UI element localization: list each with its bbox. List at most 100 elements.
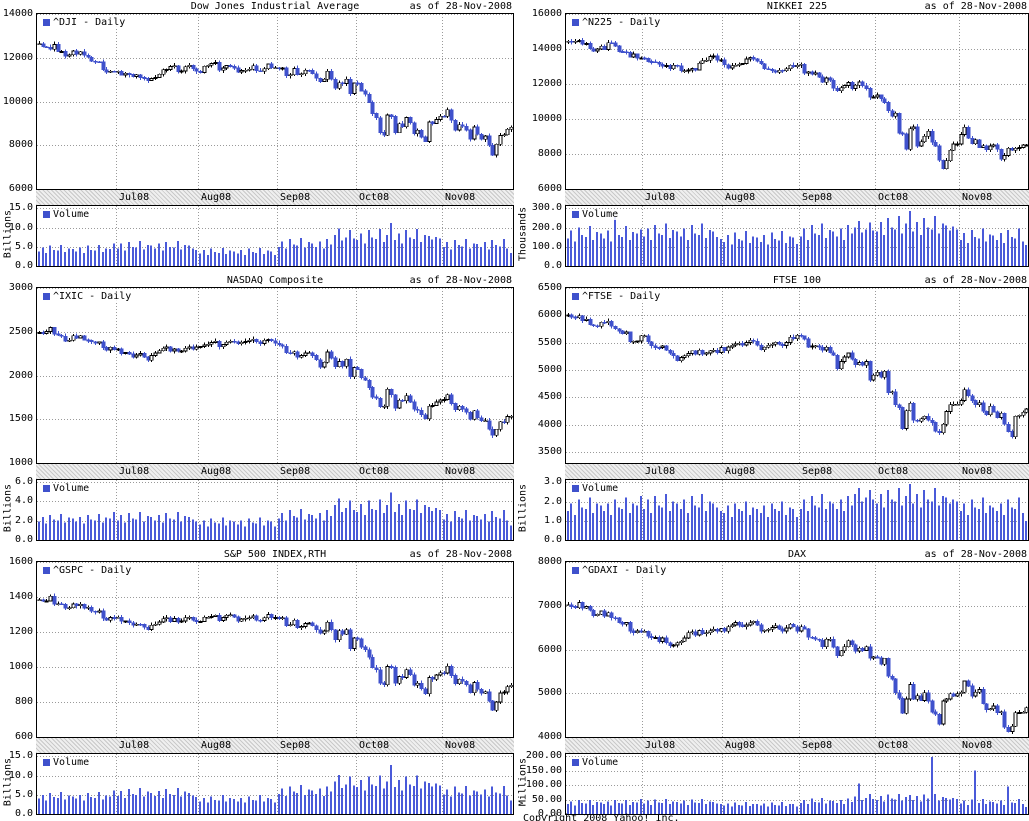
date-axis-strip <box>565 464 1029 479</box>
series-label: ^GSPC - Daily <box>53 565 132 576</box>
month-label: Jul08 <box>119 466 150 477</box>
volume-axis-tick-label: 6.0 <box>14 475 33 487</box>
chart-titlebar: Dow Jones Industrial Average as of 28-No… <box>0 0 514 13</box>
chart-panel-gspc: S&P 500 INDEX,RTH as of 28-Nov-2008 ^GSP… <box>0 548 514 821</box>
y-axis-tick-label: 6000 <box>537 309 562 321</box>
volume-axis-tick-label: 3.0 <box>543 476 562 488</box>
series-marker-icon <box>572 293 579 300</box>
volume-axis-tick-label: 4.0 <box>14 495 33 507</box>
volume-label: Volume <box>53 757 90 768</box>
as-of-date: as of 28-Nov-2008 <box>409 549 512 560</box>
volume-label: Volume <box>582 757 619 768</box>
series-marker-icon <box>43 293 50 300</box>
y-axis-tick-label: 12000 <box>531 78 562 89</box>
volume-bars <box>567 211 1027 266</box>
month-label: Aug08 <box>725 740 756 751</box>
volume-axis-tick-label: 0.00 <box>537 808 562 819</box>
month-label: Nov08 <box>962 466 993 477</box>
month-label: Sep08 <box>802 740 833 751</box>
price-plot: ^N225 - Daily <box>565 13 1029 190</box>
date-axis-strip <box>565 190 1029 205</box>
as-of-date: as of 28-Nov-2008 <box>924 549 1027 560</box>
chart-title: FTSE 100 <box>772 275 822 286</box>
price-plot: ^FTSE - Daily <box>565 287 1029 464</box>
y-axis-tick-label: 4000 <box>537 731 562 742</box>
as-of-date: as of 28-Nov-2008 <box>409 1 512 12</box>
volume-axis-tick-label: 0.0 <box>543 534 562 545</box>
volume-axis-tick-label: 2.0 <box>543 495 562 507</box>
month-label: Jul08 <box>645 740 676 751</box>
month-label: Aug08 <box>201 466 232 477</box>
candles <box>37 40 513 158</box>
month-label: Sep08 <box>802 466 833 477</box>
y-axis-tick-label: 6000 <box>537 183 562 194</box>
month-label: Jul08 <box>119 192 150 203</box>
volume-marker-icon <box>43 485 50 492</box>
volume-canvas <box>37 206 513 266</box>
candles <box>566 312 1028 439</box>
chart-title: NIKKEI 225 <box>766 1 828 12</box>
volume-axis-tick-label: 10.0 <box>8 769 33 781</box>
volume-legend: Volume <box>41 483 92 494</box>
volume-axis-tick-label: 150.00 <box>525 764 562 776</box>
volume-bars <box>38 765 512 814</box>
y-axis-tick-label: 3500 <box>537 446 562 458</box>
chart-title: Dow Jones Industrial Average <box>190 1 360 12</box>
chart-titlebar: FTSE 100 as of 28-Nov-2008 <box>515 274 1029 287</box>
gridlines <box>37 562 513 737</box>
price-canvas <box>566 14 1028 189</box>
month-label: Aug08 <box>725 466 756 477</box>
gridlines <box>37 206 513 266</box>
month-label: Oct08 <box>359 192 390 203</box>
series-legend: ^GDAXI - Daily <box>570 565 669 576</box>
volume-marker-icon <box>43 759 50 766</box>
series-label: ^FTSE - Daily <box>582 291 661 302</box>
y-axis-tick-label: 4000 <box>537 418 562 430</box>
volume-marker-icon <box>572 485 579 492</box>
y-axis-tick-label: 5000 <box>537 687 562 699</box>
y-axis-tick-label: 3000 <box>8 282 33 293</box>
month-label: Aug08 <box>201 192 232 203</box>
month-label: Sep08 <box>280 192 311 203</box>
y-axis-tick-label: 7000 <box>537 599 562 611</box>
series-label: ^GDAXI - Daily <box>582 565 667 576</box>
chart-titlebar: S&P 500 INDEX,RTH as of 28-Nov-2008 <box>0 548 514 561</box>
candles <box>37 326 513 438</box>
chart-panel-ixic: NASDAQ Composite as of 28-Nov-2008 ^IXIC… <box>0 274 514 547</box>
candles <box>37 593 513 713</box>
y-axis-tick-label: 800 <box>14 696 33 707</box>
price-plot: ^IXIC - Daily <box>36 287 514 464</box>
y-axis-tick-label: 12000 <box>2 51 33 63</box>
month-label: Sep08 <box>280 740 311 751</box>
month-label: Jul08 <box>119 740 150 751</box>
y-axis-tick-label: 6000 <box>8 183 33 194</box>
month-label: Sep08 <box>280 466 311 477</box>
date-axis-strip <box>36 464 514 479</box>
gridlines <box>566 14 1028 189</box>
volume-axis-tick-label: 10.0 <box>8 221 33 233</box>
volume-bars <box>567 484 1027 540</box>
volume-axis-tick-label: 15.0 <box>8 750 33 762</box>
volume-axis-tick-label: 50.00 <box>531 793 562 805</box>
series-legend: ^DJI - Daily <box>41 17 128 28</box>
volume-legend: Volume <box>570 209 621 220</box>
gridlines <box>37 288 513 463</box>
volume-legend: Volume <box>570 483 621 494</box>
candles <box>566 600 1028 734</box>
y-axis-tick-label: 4500 <box>537 391 562 403</box>
series-legend: ^GSPC - Daily <box>41 565 134 576</box>
y-axis-tick-label: 10000 <box>2 95 33 107</box>
volume-marker-icon <box>572 211 579 218</box>
y-axis-tick-label: 6500 <box>537 282 562 293</box>
price-plot: ^DJI - Daily <box>36 13 514 190</box>
chart-titlebar: NASDAQ Composite as of 28-Nov-2008 <box>0 274 514 287</box>
volume-axis-tick-label: 300.0 <box>531 202 562 214</box>
chart-titlebar: NIKKEI 225 as of 28-Nov-2008 <box>515 0 1029 13</box>
as-of-date: as of 28-Nov-2008 <box>924 275 1027 286</box>
volume-unit-label: Thousands <box>517 206 529 262</box>
month-label: Nov08 <box>962 740 993 751</box>
chart-title: DAX <box>787 549 807 560</box>
volume-axis-tick-label: 0.0 <box>14 534 33 545</box>
series-legend: ^FTSE - Daily <box>570 291 663 302</box>
as-of-date: as of 28-Nov-2008 <box>924 1 1027 12</box>
